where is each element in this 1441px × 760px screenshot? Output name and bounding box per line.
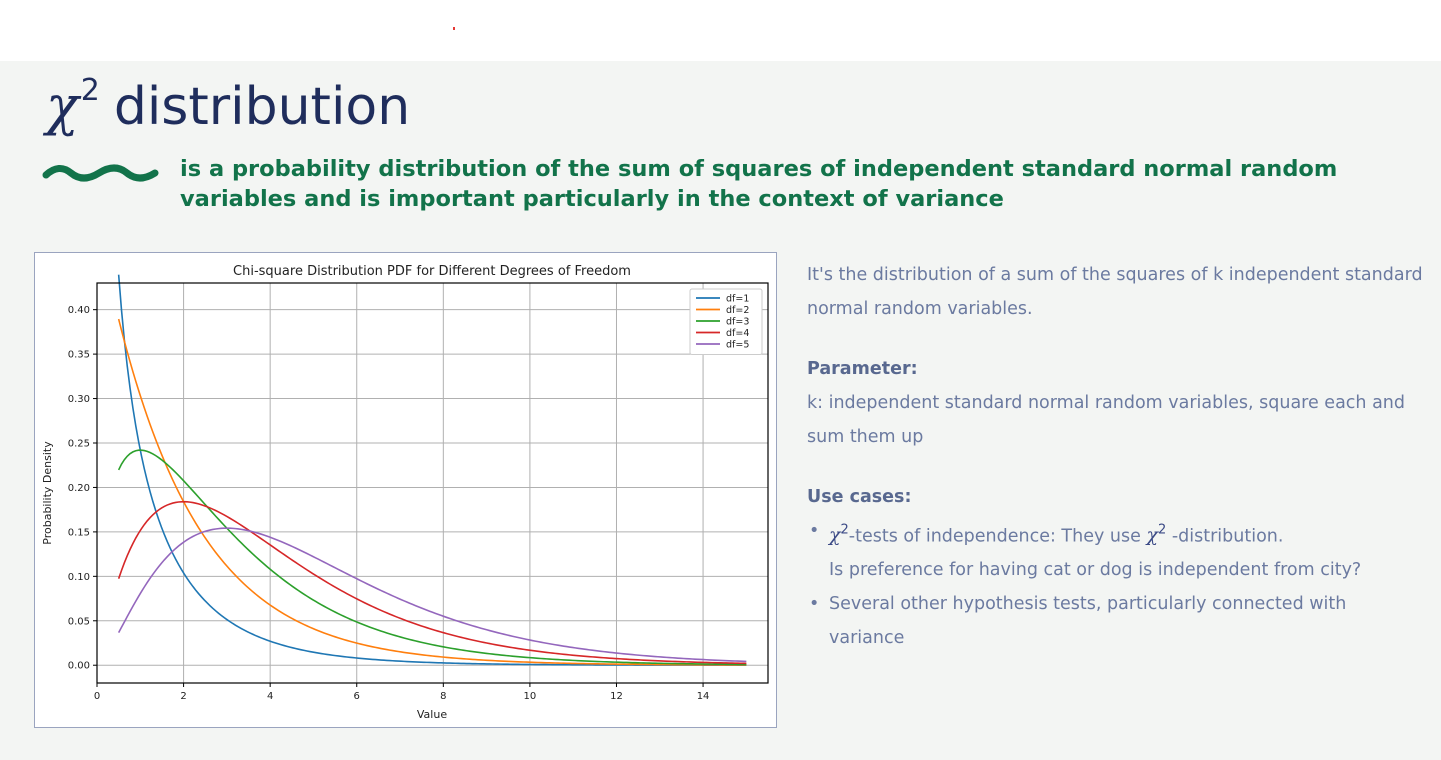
use-case-item-2: Several other hypothesis tests, particul… [807,587,1427,655]
y-tick-label: 0.00 [68,661,90,672]
text-panel: It's the distribution of a sum of the sq… [807,258,1427,655]
y-tick-label: 0.35 [68,350,90,361]
y-tick-label: 0.30 [68,394,90,405]
legend-label: df=1 [726,294,749,305]
chi-symbol-2: χ2 [1146,523,1167,547]
series-line-df=4 [117,500,747,665]
y-axis-label: Probability Density [41,441,54,545]
y-tick-label: 0.15 [68,527,90,538]
series-line-df=1 [117,274,747,666]
chi-symbol: χ2 [829,523,849,547]
x-tick-label: 12 [610,691,623,702]
parameter-heading: Parameter: [807,359,918,379]
use-case-1-text-a: -tests of independence: They use [848,526,1141,547]
y-tick-label: 0.40 [68,305,90,316]
legend-box [689,288,763,355]
use-case-item-1: χ2-tests of independence: They use χ2 -d… [807,514,1427,587]
chi-square-chart: Chi-square Distribution PDF for Differen… [41,264,769,721]
parameter-text: k: independent standard normal random va… [807,393,1405,447]
legend-label: df=4 [726,328,749,339]
use-case-1-text-b: -distribution. [1171,526,1284,547]
red-dot-mark [453,27,455,30]
title-exponent: 2 [80,73,100,108]
series-line-df=5 [117,527,747,663]
x-tick-label: 10 [524,691,537,702]
chart-title: Chi-square Distribution PDF for Differen… [233,264,631,279]
y-tick-label: 0.25 [68,439,90,450]
title-chi-symbol: χ [46,74,79,137]
legend-label: df=2 [726,305,749,316]
x-tick-label: 2 [180,691,186,702]
wave-icon [42,164,159,182]
series-layer [117,274,747,666]
y-tick-label: 0.10 [68,572,90,583]
title-text: distribution [113,77,411,137]
grid-layer [96,283,768,683]
subtitle: is a probability distribution of the sum… [180,156,1338,212]
slide-title: χ2 distribution [46,71,410,141]
use-cases-list: χ2-tests of independence: They use χ2 -d… [807,514,1427,655]
legend-label: df=5 [726,340,749,351]
chart-frame: Chi-square Distribution PDF for Differen… [34,252,777,728]
y-tick-label: 0.05 [68,616,90,627]
x-axis-label: Value [417,708,447,721]
series-line-df=2 [117,318,747,666]
x-tick-label: 14 [697,691,710,702]
x-tick-label: 6 [354,691,360,702]
x-tick-label: 8 [440,691,446,702]
plot-frame [96,282,769,684]
use-case-1-line-2: Is preference for having cat or dog is i… [829,560,1362,581]
intro-text: It's the distribution of a sum of the sq… [807,265,1423,319]
legend-label: df=3 [726,317,749,328]
y-tick-label: 0.20 [68,483,90,494]
use-cases-heading: Use cases: [807,487,912,507]
axes-layer: 0 2 4 6 8 10 12 14 0.00 0.05 0.10 0.15 0.20 0.25 0.30 0… [68,282,769,702]
series-line-df=3 [117,449,747,666]
chart-legend: df=1df=2df=3df=4df=5 [689,288,763,355]
x-tick-label: 4 [267,691,273,702]
x-tick-label: 0 [94,691,100,702]
slide: χ2 distribution is a probability distribu… [0,61,1441,760]
